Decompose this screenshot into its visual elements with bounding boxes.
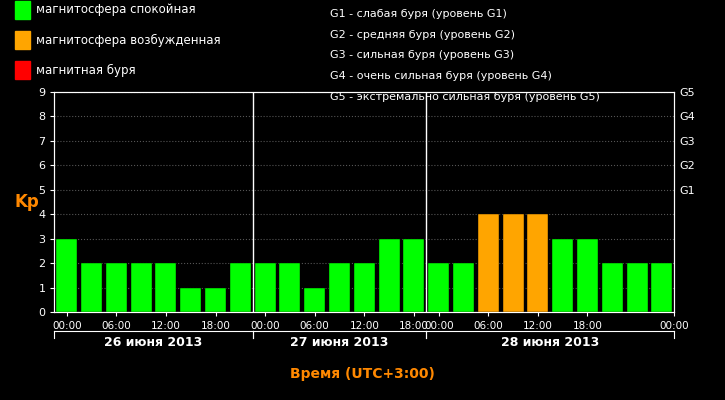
Text: G1 - слабая буря (уровень G1): G1 - слабая буря (уровень G1) — [330, 9, 507, 19]
Bar — [527, 214, 548, 312]
Bar — [106, 263, 127, 312]
Text: магнитная буря: магнитная буря — [36, 64, 136, 76]
Y-axis label: Kp: Kp — [14, 193, 39, 211]
Text: 26 июня 2013: 26 июня 2013 — [104, 336, 203, 348]
Bar — [428, 263, 450, 312]
Bar — [651, 263, 672, 312]
Bar — [502, 214, 523, 312]
Bar — [329, 263, 350, 312]
Bar — [403, 239, 424, 312]
Text: Время (UTC+3:00): Время (UTC+3:00) — [290, 367, 435, 381]
Bar — [354, 263, 375, 312]
Text: 28 июня 2013: 28 июня 2013 — [501, 336, 600, 348]
Text: G3 - сильная буря (уровень G3): G3 - сильная буря (уровень G3) — [330, 50, 514, 60]
Text: 27 июня 2013: 27 июня 2013 — [290, 336, 389, 348]
Text: магнитосфера спокойная: магнитосфера спокойная — [36, 4, 196, 16]
Bar — [602, 263, 623, 312]
Bar — [57, 239, 78, 312]
Bar — [279, 263, 300, 312]
Text: G2 - средняя буря (уровень G2): G2 - средняя буря (уровень G2) — [330, 30, 515, 40]
Bar — [577, 239, 598, 312]
Text: G4 - очень сильная буря (уровень G4): G4 - очень сильная буря (уровень G4) — [330, 71, 552, 81]
Bar — [205, 288, 226, 312]
Bar — [304, 288, 326, 312]
Text: G5 - экстремально сильная буря (уровень G5): G5 - экстремально сильная буря (уровень … — [330, 92, 600, 102]
Bar — [478, 214, 499, 312]
Bar — [181, 288, 202, 312]
Bar — [453, 263, 474, 312]
Bar — [230, 263, 251, 312]
Bar — [552, 239, 573, 312]
Bar — [155, 263, 176, 312]
Bar — [254, 263, 276, 312]
Bar — [378, 239, 399, 312]
Bar — [130, 263, 152, 312]
Text: магнитосфера возбужденная: магнитосфера возбужденная — [36, 34, 221, 46]
Bar — [81, 263, 102, 312]
Bar — [626, 263, 647, 312]
